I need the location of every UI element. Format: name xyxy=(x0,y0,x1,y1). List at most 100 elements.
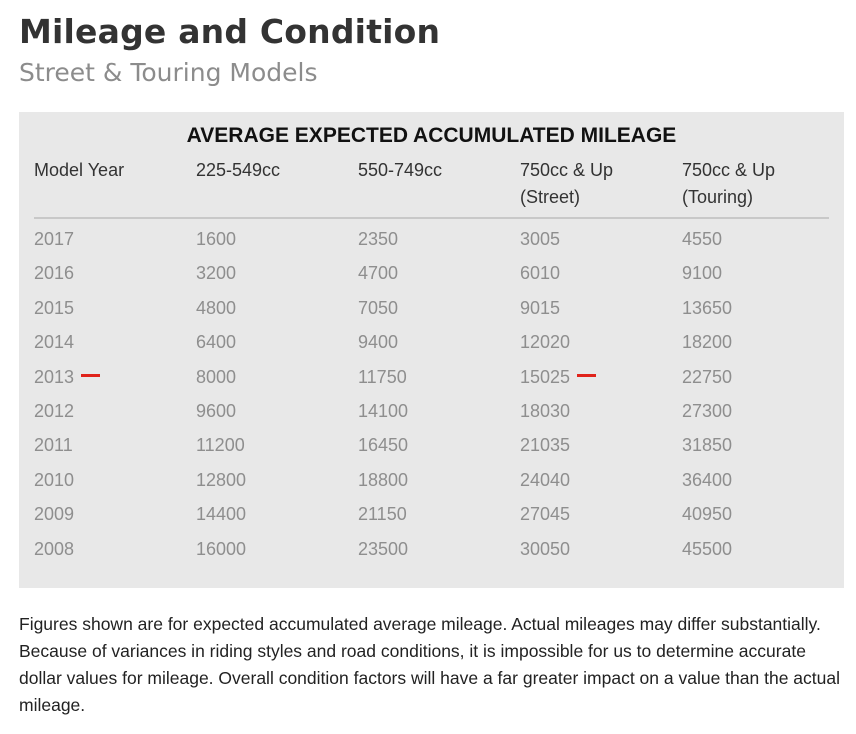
column-header-750cc-street: 750cc & Up (Street) xyxy=(520,157,613,211)
cell-value: 2010 xyxy=(34,469,75,490)
cell-value: 3200 xyxy=(196,263,237,284)
table-row: 2016 3200 4700 6010 9100 xyxy=(19,259,844,293)
table-cell: 21150 xyxy=(358,504,407,525)
table-cell: 4550 xyxy=(682,229,722,250)
table-row: 2015 4800 7050 9015 13650 xyxy=(19,294,844,328)
table-cell: 6010 xyxy=(520,263,560,284)
cell-value: 7050 xyxy=(358,297,399,318)
page-title: Mileage and Condition xyxy=(19,12,441,51)
table-cell: 9100 xyxy=(682,263,722,284)
cell-value: 31850 xyxy=(682,435,733,456)
cell-value: 2013 xyxy=(34,366,75,387)
table-cell: 2012 xyxy=(34,401,74,422)
mileage-table-panel: AVERAGE EXPECTED ACCUMULATED MILEAGE Mod… xyxy=(19,112,844,588)
cell-value: 45500 xyxy=(682,538,733,559)
cell-value: 2016 xyxy=(34,263,75,284)
table-cell: 12020 xyxy=(520,332,570,353)
table-cell: 2009 xyxy=(34,504,74,525)
cell-value: 2014 xyxy=(34,332,75,353)
cell-value: 14400 xyxy=(196,504,247,525)
cell-value: 2015 xyxy=(34,297,75,318)
cell-value: 9400 xyxy=(358,332,399,353)
table-cell: 30050 xyxy=(520,539,570,560)
table-cell: 1600 xyxy=(196,229,236,250)
cell-value: 24040 xyxy=(520,469,571,490)
cell-value: 2011 xyxy=(34,435,73,456)
table-row: 2011 11200 16450 21035 31850 xyxy=(19,431,844,465)
cell-value: 12020 xyxy=(520,332,571,353)
table-cell: 31850 xyxy=(682,435,732,456)
column-header-model-year: Model Year xyxy=(34,157,124,184)
cell-value: 2008 xyxy=(34,538,75,559)
table-cell: 4800 xyxy=(196,298,236,319)
table-cell: 16450 xyxy=(358,435,408,456)
cell-value: 2017 xyxy=(34,229,75,249)
header-divider xyxy=(34,217,829,219)
table-cell: 40950 xyxy=(682,504,732,525)
table-cell: 2014 xyxy=(34,332,74,353)
table-cell: 2016 xyxy=(34,263,74,284)
footnote-text: Figures shown are for expected accumulat… xyxy=(19,614,840,715)
table-cell: 45500 xyxy=(682,539,732,560)
table-cell: 8000 xyxy=(196,367,236,388)
cell-value: 2012 xyxy=(34,400,75,421)
cell-value: 8000 xyxy=(196,366,237,387)
table-cell: 18200 xyxy=(682,332,732,353)
table-body: 2017 1600 2350 3005 4550 2016 3200 4700 6010 9100… xyxy=(19,225,844,569)
highlight-marker-icon xyxy=(577,374,597,378)
table-row: 2017 1600 2350 3005 4550 xyxy=(19,225,844,259)
cell-value: 4550 xyxy=(682,229,723,249)
table-cell: 11750 xyxy=(358,367,407,388)
cell-value: 16450 xyxy=(358,435,409,456)
table-cell: 2013 xyxy=(34,366,101,388)
column-header-line: 550-749cc xyxy=(358,160,443,180)
table-row: 2008 16000 23500 30050 45500 xyxy=(19,535,844,569)
cell-value: 9100 xyxy=(682,263,723,284)
cell-value: 11200 xyxy=(196,435,245,456)
cell-value: 21035 xyxy=(520,435,571,456)
table-cell: 2017 xyxy=(34,229,74,250)
cell-value: 22750 xyxy=(682,366,733,387)
table-cell: 7050 xyxy=(358,298,398,319)
column-header-subline: (Touring) xyxy=(682,187,754,207)
cell-value: 12800 xyxy=(196,469,247,490)
table-cell: 4700 xyxy=(358,263,398,284)
table-cell: 36400 xyxy=(682,470,732,491)
table-cell: 27300 xyxy=(682,401,732,422)
cell-value: 13650 xyxy=(682,297,733,318)
table-cell: 27045 xyxy=(520,504,570,525)
table-row: 2009 14400 21150 27045 40950 xyxy=(19,500,844,534)
table-cell: 24040 xyxy=(520,470,570,491)
table-cell: 16000 xyxy=(196,539,246,560)
table-row: 2010 12800 18800 24040 36400 xyxy=(19,466,844,500)
table-cell: 18030 xyxy=(520,401,570,422)
table-cell: 22750 xyxy=(682,367,732,388)
table-cell: 12800 xyxy=(196,470,246,491)
cell-value: 4800 xyxy=(196,297,237,318)
table-cell: 2350 xyxy=(358,229,398,250)
table-cell: 9015 xyxy=(520,298,560,319)
column-header-225-549cc: 225-549cc xyxy=(196,157,280,184)
cell-value: 3005 xyxy=(520,229,561,249)
table-cell: 21035 xyxy=(520,435,570,456)
table-row: 2013 8000 11750 15025 22750 xyxy=(19,363,844,397)
cell-value: 1600 xyxy=(196,229,237,249)
cell-value: 27300 xyxy=(682,400,733,421)
cell-value: 15025 xyxy=(520,366,571,387)
cell-value: 30050 xyxy=(520,538,571,559)
table-cell: 2011 xyxy=(34,435,73,456)
cell-value: 11750 xyxy=(358,366,407,387)
column-header-line: 750cc & Up xyxy=(520,160,614,180)
table-row: 2012 9600 14100 18030 27300 xyxy=(19,397,844,431)
cell-value: 2009 xyxy=(34,504,75,525)
table-cell: 9400 xyxy=(358,332,398,353)
column-header-line: 750cc & Up xyxy=(682,160,776,180)
table-cell: 9600 xyxy=(196,401,236,422)
table-cell: 11200 xyxy=(196,435,245,456)
cell-value: 27045 xyxy=(520,504,571,525)
cell-value: 9600 xyxy=(196,400,237,421)
table-cell: 18800 xyxy=(358,470,408,491)
table-cell: 14100 xyxy=(358,401,408,422)
table-cell: 2015 xyxy=(34,298,74,319)
table-cell: 6400 xyxy=(196,332,236,353)
